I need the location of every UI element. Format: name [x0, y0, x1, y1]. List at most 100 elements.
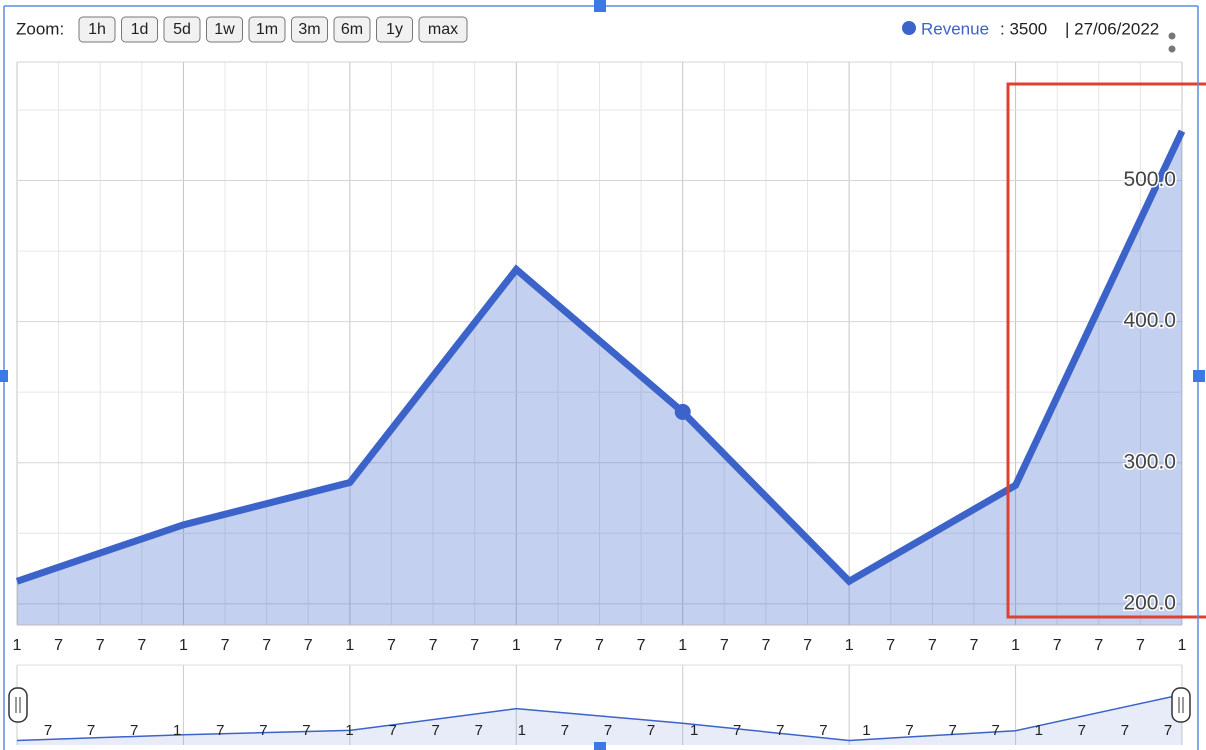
- navigator-handle[interactable]: [8, 687, 28, 723]
- x-tick-label: 7: [803, 637, 812, 654]
- legend-name: Revenue: [921, 19, 989, 38]
- navigator-label: 7: [905, 722, 913, 739]
- navigator-label: 7: [1121, 722, 1129, 739]
- zoom-button[interactable]: 3m: [291, 16, 328, 43]
- y-tick-label: 300.0: [1123, 450, 1176, 473]
- navigator-label: 7: [432, 722, 440, 739]
- navigator-label: 7: [44, 722, 52, 739]
- x-tick-label: 1: [512, 637, 521, 654]
- zoom-button-bg: [291, 16, 328, 43]
- x-tick-label: 7: [221, 637, 230, 654]
- x-tick-label: 1: [1011, 637, 1020, 654]
- navigator-label: 7: [948, 722, 956, 739]
- navigator-label: 7: [647, 722, 655, 739]
- x-tick-label: 7: [262, 637, 271, 654]
- y-tick-label: 500.0: [1123, 168, 1176, 191]
- x-tick-label: 7: [470, 637, 479, 654]
- navigator-label: 7: [733, 722, 741, 739]
- navigator: 7 7 7 1 7 7 7 1 7 7 7 1 7 7 7 1 7 7 7 1 7 7 7 1 7 7 7: [8, 664, 1191, 745]
- highlight-box: [1006, 82, 1206, 619]
- navigator-handle[interactable]: [1171, 687, 1191, 723]
- zoom-button-bg: [121, 16, 158, 43]
- zoom-button[interactable]: 1w: [206, 16, 243, 43]
- zoom-button[interactable]: 1m: [248, 16, 286, 43]
- grid: [16, 61, 1183, 625]
- x-tick-label: 1: [345, 637, 354, 654]
- zoom-button-bg: [418, 16, 468, 43]
- navigator-label: 1: [518, 722, 526, 739]
- navigator-label: 7: [1164, 722, 1172, 739]
- navigator-label: 7: [776, 722, 784, 739]
- zoom-button-label: max: [428, 21, 458, 38]
- x-tick-label: 7: [928, 637, 937, 654]
- x-tick-label: 7: [637, 637, 646, 654]
- x-tick-label: 7: [970, 637, 979, 654]
- navigator-label: 1: [173, 722, 181, 739]
- x-tick-label: 1: [845, 637, 854, 654]
- x-tick-label: 7: [595, 637, 604, 654]
- zoom-button-label: 1y: [386, 21, 403, 38]
- zoom-button[interactable]: 1y: [376, 16, 413, 43]
- navigator-label: 7: [302, 722, 310, 739]
- navigator-label: 7: [216, 722, 224, 739]
- navigator-label: 7: [87, 722, 95, 739]
- handle-body: [1171, 687, 1191, 723]
- navigator-label: 7: [819, 722, 827, 739]
- navigator-area: [17, 694, 1182, 745]
- hover-date: | 27/06/2022: [1065, 19, 1159, 38]
- zoom-button-label: 3m: [298, 21, 320, 38]
- navigator-label: 1: [690, 722, 698, 739]
- handle-body: [8, 687, 28, 723]
- x-tick-label: 7: [1094, 637, 1103, 654]
- zoom-button-bg: [206, 16, 243, 43]
- zoom-button-bg: [78, 16, 116, 43]
- legend-swatch: [902, 21, 916, 35]
- x-tick-label: 7: [1136, 637, 1145, 654]
- zoom-button-bg: [163, 16, 201, 43]
- x-tick-label: 7: [304, 637, 313, 654]
- zoom-button[interactable]: 6m: [333, 16, 371, 43]
- navigator-label: 7: [992, 722, 1000, 739]
- toolbar: Zoom: 1h 1d 5d 1w 1m 3m 6m 1y max Revenue: 3500 | …: [16, 16, 1159, 43]
- navigator-label: 7: [1078, 722, 1086, 739]
- x-tick-label: 7: [429, 637, 438, 654]
- x-tick-label: 1: [1178, 637, 1187, 654]
- navigator-label: 7: [561, 722, 569, 739]
- navigator-label: 1: [862, 722, 870, 739]
- zoom-button-label: 6m: [341, 21, 363, 38]
- x-tick-label: 7: [387, 637, 396, 654]
- zoom-button-bg: [333, 16, 371, 43]
- zoom-button-label: 1h: [88, 21, 106, 38]
- x-tick-label: 7: [96, 637, 105, 654]
- zoom-button[interactable]: 1h: [78, 16, 116, 43]
- zoom-button-label: 1m: [256, 21, 278, 38]
- navigator-label: 7: [130, 722, 138, 739]
- zoom-button-label: 5d: [173, 21, 191, 38]
- zoom-button-bg: [376, 16, 413, 43]
- zoom-button[interactable]: 5d: [163, 16, 201, 43]
- x-tick-label: 7: [886, 637, 895, 654]
- x-tick-label: 7: [761, 637, 770, 654]
- navigator-label: 1: [345, 722, 353, 739]
- area: [17, 131, 1182, 625]
- x-tick-label: 1: [179, 637, 188, 654]
- navigator-label: 7: [259, 722, 267, 739]
- zoom-button[interactable]: 1d: [121, 16, 158, 43]
- navigator-label: 1: [1035, 722, 1043, 739]
- line: [15, 129, 1186, 586]
- zoom-button-label: 1d: [131, 21, 149, 38]
- y-tick-label: 400.0: [1123, 309, 1176, 332]
- navigator-label: 7: [388, 722, 396, 739]
- zoom-button-bg: [248, 16, 286, 43]
- x-tick-label: 1: [13, 637, 22, 654]
- zoom-button[interactable]: max: [418, 16, 468, 43]
- navigator-label: 7: [604, 722, 612, 739]
- plot: 200.0 300.0 400.0 500.0 1 7 7 7 1 7 7 7 1 7 7 7 1 7 7 7 1 7 7 7…: [13, 129, 1187, 654]
- x-tick-label: 7: [1053, 637, 1062, 654]
- navigator-label: 7: [475, 722, 483, 739]
- hover-value: : 3500: [1000, 19, 1047, 38]
- x-tick-label: 7: [54, 637, 63, 654]
- y-tick-label: 200.0: [1123, 591, 1176, 614]
